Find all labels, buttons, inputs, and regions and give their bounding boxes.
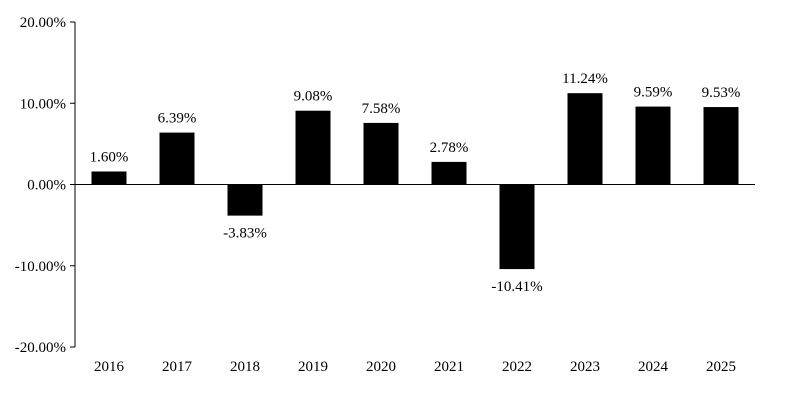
bar [635,106,671,185]
bar [567,93,603,185]
y-tick-label: 10.00% [20,96,66,112]
x-tick-label: 2022 [502,359,532,375]
data-label: 6.39% [158,111,197,127]
x-tick-label: 2024 [638,359,669,375]
y-tick-label: -20.00% [15,340,66,356]
bar-series [91,93,739,270]
data-label: 11.24% [562,71,608,87]
x-axis-ticks: 2016 2017 2018 2019 2020 2021 2022 2023 2024 2025 [94,359,736,375]
bar [363,122,399,185]
x-tick-label: 2021 [434,359,464,375]
x-tick-label: 2020 [366,359,396,375]
bar [431,161,467,185]
data-label: 2.78% [430,140,469,156]
y-axis-ticks: 20.00% 10.00% 0.00% -10.00% -20.00% [15,15,75,356]
x-tick-label: 2019 [298,359,328,375]
bar [499,184,535,270]
bar [159,132,195,185]
data-label: 9.08% [294,89,333,105]
x-tick-label: 2023 [570,359,600,375]
x-tick-label: 2018 [230,359,260,375]
y-tick-label: 20.00% [20,15,66,31]
x-tick-label: 2016 [94,359,125,375]
bar [703,107,739,185]
x-tick-label: 2025 [706,359,736,375]
bar [295,110,331,185]
y-tick-label: -10.00% [15,259,66,275]
x-tick-label: 2017 [162,359,193,375]
data-label: 1.60% [90,150,129,166]
data-label: 9.53% [702,85,741,101]
data-label: 9.59% [634,85,673,101]
data-label: -10.41% [491,279,542,295]
data-labels: 1.60% 6.39% -3.83% 9.08% 7.58% 2.78% -10.41% 11… [90,71,741,295]
data-label: 7.58% [362,101,401,117]
bar [91,171,127,185]
y-tick-label: 0.00% [27,178,66,194]
bar [227,184,263,216]
data-label: -3.83% [223,226,267,242]
